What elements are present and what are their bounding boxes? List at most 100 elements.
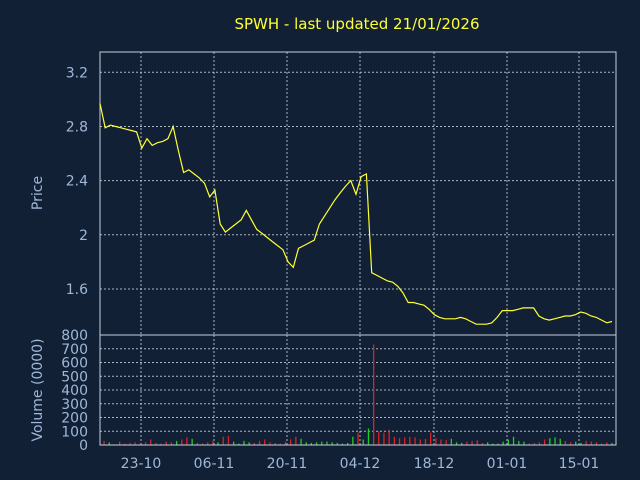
volume-bar	[357, 432, 359, 445]
volume-bar	[373, 344, 375, 445]
price-series-line	[99, 103, 613, 325]
volume-bar	[523, 441, 525, 445]
volume-bar	[398, 438, 401, 445]
volume-bar	[253, 442, 255, 445]
volume-y-tick-label: 800	[61, 328, 88, 344]
price-grid	[100, 52, 616, 335]
volume-bar	[186, 437, 188, 445]
volume-bar	[419, 439, 421, 445]
price-plot-frame	[99, 51, 617, 336]
volume-bar	[601, 443, 603, 445]
price-panel: 1.6 2 2.4 2.8 3.2 Price	[30, 51, 617, 336]
volume-bar	[160, 443, 162, 445]
volume-bar	[108, 442, 110, 446]
volume-bar	[222, 436, 224, 446]
volume-bar	[295, 436, 297, 446]
volume-bar	[518, 440, 520, 445]
volume-y-tick-label: 700	[61, 342, 88, 358]
volume-bar	[233, 441, 235, 445]
volume-bar	[290, 439, 292, 445]
price-y-tick-label: 2.8	[66, 119, 88, 135]
volume-bar	[554, 437, 556, 445]
volume-bar	[315, 442, 318, 446]
volume-bar	[580, 442, 582, 445]
volume-bar	[170, 442, 173, 446]
volume-bar	[487, 442, 489, 446]
x-tick-label: 06-11	[194, 456, 235, 472]
volume-bar	[585, 440, 587, 445]
x-tick-label: 04-12	[340, 456, 381, 472]
volume-bar	[144, 442, 147, 446]
price-y-axis-label: Price	[30, 176, 46, 210]
x-tick-label: 01-01	[487, 456, 528, 472]
volume-bar	[528, 443, 530, 445]
volume-bar	[492, 443, 494, 445]
volume-bar	[595, 442, 598, 446]
volume-bar	[388, 429, 390, 445]
volume-bar	[559, 438, 561, 445]
volume-bar	[134, 442, 136, 446]
volume-bar	[139, 443, 141, 445]
volume-bar	[212, 440, 214, 445]
x-tick-label: 18-12	[414, 456, 455, 472]
price-y-tick-label: 2.4	[66, 174, 88, 190]
volume-bar	[569, 442, 572, 446]
volume-bar	[481, 442, 484, 445]
volume-bar	[414, 437, 416, 445]
volume-bar	[305, 442, 307, 446]
volume-bar	[129, 442, 131, 445]
price-y-tick-labels: 1.6 2 2.4 2.8 3.2	[66, 65, 88, 298]
volume-bar	[424, 438, 427, 445]
volume-bar	[538, 442, 541, 446]
volume-bar	[165, 441, 167, 445]
volume-bar	[119, 441, 121, 445]
volume-bar	[564, 440, 566, 445]
volume-bar	[512, 436, 515, 446]
volume-bars	[103, 344, 613, 446]
volume-bar	[352, 436, 354, 446]
volume-bar	[201, 443, 204, 445]
volume-bar	[362, 439, 364, 445]
volume-bar	[300, 438, 302, 445]
x-tick-labels: 23-10 06-11 20-11 04-12 18-12 01-01 15-01	[121, 456, 600, 472]
chart-title: SPWH - last updated 21/01/2026	[234, 15, 479, 33]
price-y-tick-label: 1.6	[66, 282, 88, 298]
volume-bar	[279, 443, 281, 445]
volume-y-tick-label: 600	[61, 356, 88, 372]
volume-bar	[435, 438, 437, 445]
volume-bar	[248, 442, 250, 446]
volume-bar	[341, 443, 344, 445]
volume-y-axis-label: Volume (0000)	[30, 338, 46, 441]
volume-bar	[367, 428, 370, 445]
volume-bar	[196, 442, 198, 445]
volume-bar	[611, 442, 613, 445]
volume-bar	[507, 439, 509, 445]
volume-bar	[450, 438, 452, 445]
volume-bar	[284, 441, 287, 445]
volume-bar	[155, 442, 157, 445]
price-y-tick-label: 3.2	[66, 65, 88, 81]
volume-bar	[466, 441, 468, 445]
volume-bar	[497, 443, 499, 445]
volume-bar	[445, 440, 447, 445]
x-tick-label: 15-01	[559, 456, 600, 472]
volume-bar	[181, 439, 183, 445]
volume-bar	[207, 442, 209, 446]
volume-bar	[378, 431, 380, 446]
volume-bar	[310, 442, 312, 445]
volume-bar	[150, 439, 152, 445]
volume-bar	[383, 432, 385, 445]
volume-bar	[440, 439, 442, 445]
volume-bar	[326, 441, 328, 445]
volume-y-tick-label: 0	[79, 438, 88, 454]
volume-bar	[124, 443, 126, 445]
volume-bar	[217, 442, 219, 446]
volume-bar	[404, 437, 406, 445]
volume-bar	[606, 442, 608, 446]
volume-bar	[243, 440, 245, 445]
volume-bar	[331, 442, 333, 446]
x-tick-label: 20-11	[267, 456, 308, 472]
